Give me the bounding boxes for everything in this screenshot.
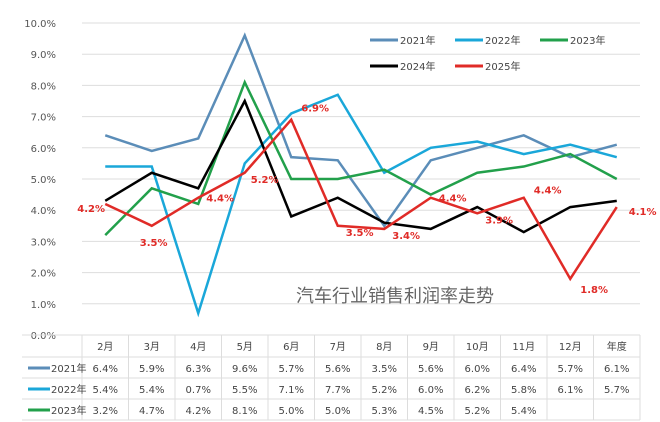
data-label: 1.8% xyxy=(580,285,608,296)
data-label: 5.2% xyxy=(251,175,279,186)
legend-label: 2022年 xyxy=(485,34,520,47)
table-cell: 5.6% xyxy=(325,364,350,375)
table-row-label: 2022年 xyxy=(51,383,86,396)
table-cell: 4.2% xyxy=(186,406,211,417)
y-tick-label: 4.0% xyxy=(31,206,56,217)
x-category-label: 11月 xyxy=(512,341,535,353)
table-row-label: 2023年 xyxy=(51,404,86,417)
x-category-label: 5月 xyxy=(237,341,253,353)
chart-title: 汽车行业销售利润率走势 xyxy=(296,286,494,307)
table-cell: 7.1% xyxy=(279,385,304,396)
x-category-label: 12月 xyxy=(559,341,582,353)
y-tick-label: 8.0% xyxy=(31,81,56,92)
y-tick-label: 3.0% xyxy=(31,237,56,248)
data-label: 4.1% xyxy=(629,207,657,218)
y-tick-label: 7.0% xyxy=(31,113,56,124)
series-line-2021年 xyxy=(104,32,618,228)
table-cell: 5.7% xyxy=(279,364,304,375)
table-cell: 5.0% xyxy=(279,406,304,417)
table-cell: 9.6% xyxy=(232,364,257,375)
data-label: 3.5% xyxy=(140,238,168,249)
table-cell: 5.2% xyxy=(372,385,397,396)
legend-label: 2024年 xyxy=(400,60,435,73)
y-tick-label: 1.0% xyxy=(31,300,56,311)
legend-label: 2025年 xyxy=(485,60,520,73)
series-line-2025年 xyxy=(104,117,618,282)
x-category-label: 8月 xyxy=(376,341,392,353)
y-tick-label: 9.0% xyxy=(31,50,56,61)
table-cell: 4.7% xyxy=(139,406,164,417)
x-category-label: 7月 xyxy=(330,341,346,353)
data-label: 3.5% xyxy=(346,228,374,239)
y-tick-label: 0.0% xyxy=(31,331,56,342)
x-category-label: 2月 xyxy=(97,341,113,353)
table-cell: 5.9% xyxy=(139,364,164,375)
x-category-label: 9月 xyxy=(423,341,439,353)
table-row-label: 2021年 xyxy=(51,362,86,375)
table-cell: 5.4% xyxy=(511,406,536,417)
x-category-label: 年度 xyxy=(607,340,627,353)
table-cell: 5.2% xyxy=(465,406,490,417)
data-label: 4.2% xyxy=(77,204,105,215)
table-cell: 3.5% xyxy=(372,364,397,375)
x-category-label: 10月 xyxy=(466,341,489,353)
table-cell: 5.3% xyxy=(372,406,397,417)
table-cell: 6.2% xyxy=(465,385,490,396)
series-line-2024年 xyxy=(104,98,617,234)
legend-label: 2023年 xyxy=(570,34,605,47)
table-cell: 5.5% xyxy=(232,385,257,396)
y-tick-label: 6.0% xyxy=(31,144,56,155)
series-line-2022年 xyxy=(105,93,618,318)
series-line-2023年 xyxy=(104,79,618,237)
table-cell: 8.1% xyxy=(232,406,257,417)
x-category-label: 4月 xyxy=(190,341,206,353)
data-label: 4.4% xyxy=(206,194,234,205)
table-cell: 5.8% xyxy=(511,385,536,396)
table-cell: 6.4% xyxy=(511,364,536,375)
y-tick-label: 10.0% xyxy=(24,19,56,30)
table-cell: 5.7% xyxy=(604,385,629,396)
data-label: 3.4% xyxy=(392,231,420,242)
legend-label: 2021年 xyxy=(400,34,435,47)
data-label: 3.9% xyxy=(485,215,513,226)
table-cell: 0.7% xyxy=(186,385,211,396)
table-cell: 7.7% xyxy=(325,385,350,396)
table-cell: 5.4% xyxy=(93,385,118,396)
table-cell: 5.0% xyxy=(325,406,350,417)
table-cell: 6.1% xyxy=(558,385,583,396)
data-label: 4.4% xyxy=(534,186,562,197)
x-category-label: 3月 xyxy=(144,341,160,353)
x-category-label: 6月 xyxy=(283,341,299,353)
table-cell: 5.6% xyxy=(418,364,443,375)
table-cell: 6.1% xyxy=(604,364,629,375)
data-label: 4.4% xyxy=(439,194,467,205)
table-cell: 6.0% xyxy=(465,364,490,375)
data-label: 6.9% xyxy=(301,104,329,115)
y-tick-label: 2.0% xyxy=(31,269,56,280)
table-cell: 5.7% xyxy=(558,364,583,375)
table-cell: 6.3% xyxy=(186,364,211,375)
table-cell: 6.0% xyxy=(418,385,443,396)
table-cell: 6.4% xyxy=(93,364,118,375)
table-cell: 3.2% xyxy=(93,406,118,417)
table-cell: 5.4% xyxy=(139,385,164,396)
table-cell: 4.5% xyxy=(418,406,443,417)
y-tick-label: 5.0% xyxy=(31,175,56,186)
